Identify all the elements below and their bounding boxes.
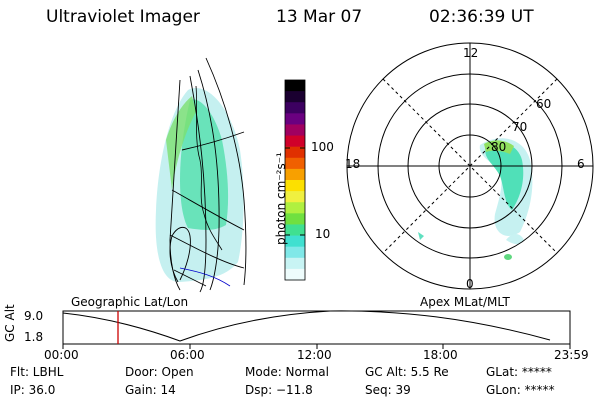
apex-title: Apex MLat/MLT — [420, 295, 510, 309]
gc-alt-info: GC Alt: 5.5 Re — [365, 365, 449, 379]
lat-label-70: 70 — [512, 120, 528, 134]
colorbar-tick-10: 10 — [315, 227, 331, 241]
aurora-core-geo — [180, 99, 229, 230]
colorbar-segment — [285, 168, 305, 181]
colorbar-segment — [285, 268, 305, 281]
time-tick-2359: 23:59 — [554, 348, 589, 362]
colorbar-tick-100: 100 — [311, 140, 334, 154]
ip-info: IP: 36.0 — [10, 383, 56, 397]
colorbar-segment — [285, 124, 305, 137]
polar-plot — [346, 42, 594, 290]
colorbar-segment — [285, 80, 305, 92]
geographic-map — [155, 57, 247, 293]
mode-info: Mode: Normal — [245, 365, 329, 379]
lat-label-80: 80 — [491, 140, 507, 154]
colorbar-segment — [285, 113, 305, 126]
y-max-label: 9.0 — [24, 309, 44, 323]
time-label: 02:36:39 UT — [429, 7, 534, 27]
y-axis-label: GC Alt — [3, 304, 17, 342]
instrument-title: Ultraviolet Imager — [46, 7, 200, 27]
time-tick-1200: 12:00 — [297, 348, 332, 362]
filter-info: Flt: LBHL — [10, 365, 64, 379]
altitude-timeline — [62, 310, 571, 349]
colorbar-segment — [285, 224, 305, 237]
time-tick-0000: 00:00 — [44, 348, 79, 362]
geographic-title: Geographic Lat/Lon — [71, 295, 189, 309]
colorbar-segment — [285, 157, 305, 170]
colorbar-segment — [285, 246, 305, 259]
glon-info: GLon: ***** — [486, 383, 555, 397]
y-min-label: 1.8 — [24, 330, 44, 344]
colorbar-segment — [285, 135, 305, 148]
lat-label-60: 60 — [536, 97, 552, 111]
mlt-label-6: 6 — [577, 157, 585, 171]
colorbar-segment — [285, 202, 305, 214]
mlt-label-0: 0 — [466, 277, 474, 291]
time-tick-1800: 18:00 — [423, 348, 458, 362]
gain-info: Gain: 14 — [125, 383, 176, 397]
seq-info: Seq: 39 — [365, 383, 411, 397]
colorbar-segment — [285, 180, 305, 192]
mlt-label-12: 12 — [463, 46, 479, 60]
colorbar-unit-label: photon cm⁻²s⁻¹ — [274, 152, 288, 245]
mlt-label-18: 18 — [345, 157, 361, 171]
glat-info: GLat: ***** — [486, 365, 552, 379]
door-info: Door: Open — [125, 365, 194, 379]
globe-limb — [205, 57, 247, 286]
colorbar-segment — [285, 102, 305, 114]
aurora-core-polar — [485, 142, 524, 210]
colorbar-segment — [285, 235, 305, 248]
colorbar-segment — [285, 146, 305, 159]
colorbar-segment — [285, 191, 305, 203]
colorbar — [284, 79, 306, 281]
colorbar-segment — [285, 91, 305, 103]
time-tick-0600: 06:00 — [170, 348, 205, 362]
date-label: 13 Mar 07 — [276, 7, 363, 27]
colorbar-segment — [285, 257, 305, 270]
dsp-info: Dsp: −11.8 — [245, 383, 313, 397]
colorbar-segment — [285, 213, 305, 226]
